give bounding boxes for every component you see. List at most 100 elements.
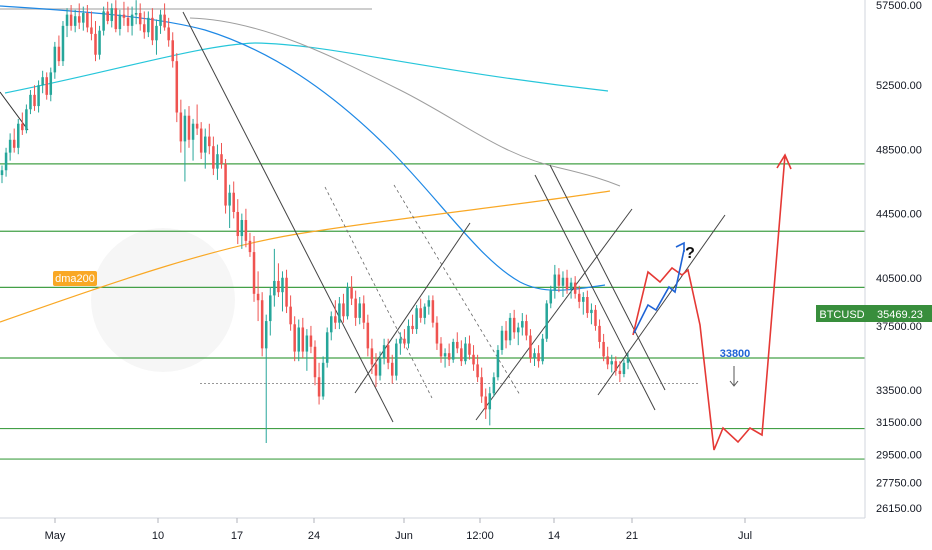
candle	[439, 337, 443, 363]
candle-body	[431, 300, 435, 323]
candle-body	[33, 94, 36, 107]
candle-body	[602, 341, 605, 357]
candle	[545, 300, 548, 342]
candle	[370, 338, 374, 375]
candle	[183, 109, 187, 182]
candle-body	[25, 109, 28, 131]
candle-body	[423, 306, 427, 318]
candle	[549, 285, 553, 309]
candle-body	[285, 277, 288, 307]
candle	[16, 118, 20, 155]
candle-body	[106, 11, 109, 22]
candle	[73, 9, 77, 33]
candle-body	[386, 345, 390, 363]
candle-body	[545, 303, 548, 339]
candle-body	[49, 72, 53, 95]
candle-body	[325, 332, 329, 363]
candle	[45, 72, 48, 100]
candle	[138, 3, 142, 31]
candle-body	[508, 317, 512, 341]
down-arrow-icon	[729, 380, 739, 387]
candle	[407, 319, 410, 349]
candle-body	[439, 343, 443, 357]
candle	[382, 338, 386, 365]
time-tick-label: Jun	[395, 530, 413, 542]
candle-body	[427, 300, 431, 307]
time-tick-label: 17	[231, 530, 243, 542]
candle	[86, 5, 89, 33]
candle-body	[549, 290, 553, 304]
candle-body	[334, 316, 337, 323]
candle-body	[569, 282, 573, 289]
candle	[492, 372, 496, 397]
candle	[378, 351, 382, 381]
candle-body	[590, 309, 593, 314]
candle-body	[53, 46, 57, 73]
candle	[195, 104, 199, 135]
candle	[126, 6, 130, 33]
candle-body	[293, 324, 296, 352]
candle	[423, 303, 427, 325]
candle	[618, 361, 622, 383]
candle	[533, 348, 536, 367]
candle	[285, 269, 288, 314]
candle-body	[407, 325, 410, 344]
candle-body	[456, 341, 459, 349]
candle-body	[163, 14, 166, 28]
candle	[130, 6, 134, 36]
candle-body	[443, 353, 447, 357]
candle-body	[541, 338, 544, 362]
candle-body	[354, 298, 357, 318]
dma200-label: dma200	[55, 273, 95, 285]
price-tick-label: 37500.00	[876, 321, 922, 333]
candle-body	[41, 77, 44, 86]
bitcoin-watermark-icon	[91, 228, 235, 372]
candle	[362, 295, 366, 330]
candle	[313, 340, 317, 386]
candle	[252, 236, 256, 302]
candle-body	[492, 377, 496, 394]
candle	[29, 90, 32, 115]
candle-body	[476, 364, 479, 378]
candle	[415, 305, 418, 334]
price-axis[interactable]: 57500.00 52500.00 48500.00 44500.00 40500.00…	[876, 0, 922, 515]
candle	[403, 329, 406, 349]
candle	[386, 338, 390, 370]
time-tick-label: 21	[626, 530, 638, 542]
candle	[443, 348, 447, 368]
candle	[232, 181, 235, 219]
candle-body	[264, 321, 268, 349]
candle	[49, 67, 53, 102]
candle	[553, 264, 557, 299]
candle-body	[484, 396, 487, 410]
candle	[163, 3, 166, 31]
candle-body	[614, 361, 618, 371]
price-tick-label: 29500.00	[876, 449, 922, 461]
candle-body	[358, 303, 361, 318]
candle-body	[297, 327, 301, 352]
price-tick-label: 40500.00	[876, 273, 922, 285]
candle-body	[496, 349, 500, 378]
candle	[77, 3, 81, 30]
ma-cyan-line	[4, 42, 609, 94]
candle-body	[269, 295, 272, 322]
candle-body	[553, 274, 557, 291]
symbol-label: BTCUSD	[819, 309, 864, 321]
candle-body	[90, 27, 93, 34]
candle	[338, 297, 341, 330]
candle	[350, 276, 353, 306]
candle	[456, 332, 459, 354]
candle-body	[77, 16, 81, 23]
candle-body	[199, 128, 203, 153]
candle-body	[244, 219, 248, 241]
scenario-paths	[632, 153, 792, 451]
candle-body	[179, 112, 183, 142]
candle-body	[98, 30, 101, 55]
candle	[175, 53, 179, 123]
candle-body	[626, 358, 630, 363]
candle	[346, 282, 349, 320]
candle-body	[468, 343, 471, 355]
candle	[191, 118, 195, 161]
time-axis[interactable]: May 10 17 24 Jun 12:00 14 21 Jul	[45, 518, 752, 542]
